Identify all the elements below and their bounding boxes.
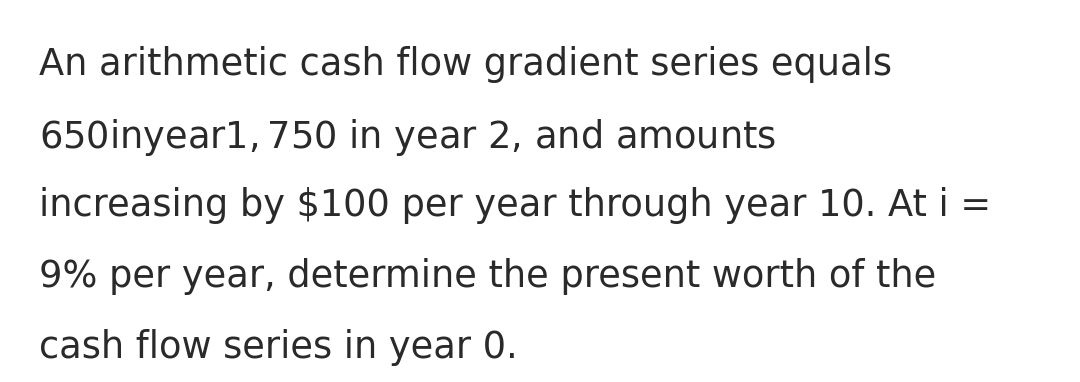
Text: increasing by $100 per year through year 10. At i =: increasing by $100 per year through year… (39, 187, 991, 224)
Text: An arithmetic cash flow gradient series equals: An arithmetic cash flow gradient series … (39, 46, 892, 83)
Text: 9% per year, determine the present worth of the: 9% per year, determine the present worth… (39, 258, 936, 295)
Text: cash flow series in year 0.: cash flow series in year 0. (39, 329, 517, 366)
Text: $650 in year 1, $750 in year 2, and amounts: $650 in year 1, $750 in year 2, and amou… (39, 117, 777, 157)
